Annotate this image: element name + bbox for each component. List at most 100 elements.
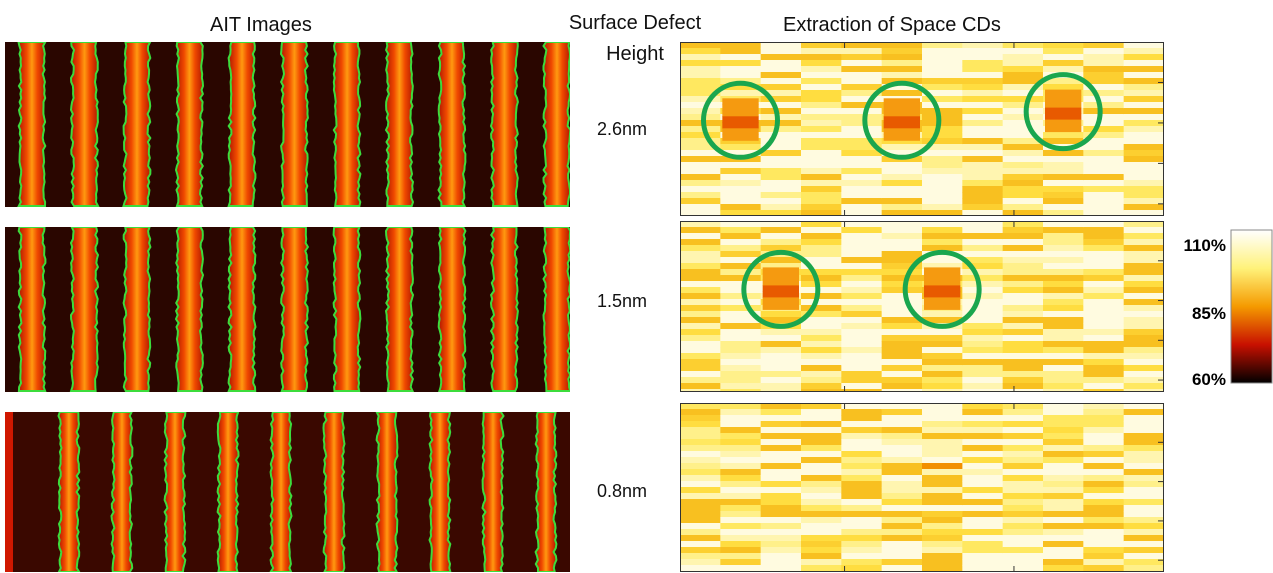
cell bbox=[1043, 451, 1084, 458]
stripe bbox=[59, 412, 80, 572]
cell bbox=[1043, 359, 1084, 366]
cell bbox=[1124, 359, 1164, 366]
cell bbox=[1124, 487, 1164, 494]
cell bbox=[720, 66, 761, 73]
cell bbox=[882, 341, 923, 348]
cell bbox=[962, 383, 1003, 390]
cell bbox=[801, 144, 842, 151]
cell bbox=[962, 96, 1003, 103]
cell bbox=[1003, 60, 1044, 67]
cell bbox=[1043, 409, 1084, 416]
cell bbox=[962, 138, 1003, 145]
cell bbox=[922, 329, 963, 336]
cell bbox=[1003, 559, 1044, 566]
cell bbox=[1124, 517, 1164, 524]
cell bbox=[761, 311, 802, 318]
cell bbox=[680, 347, 721, 354]
cell bbox=[882, 499, 923, 506]
cell bbox=[962, 415, 1003, 422]
stripe bbox=[71, 42, 98, 206]
cell bbox=[841, 48, 882, 55]
cell bbox=[1083, 341, 1124, 348]
spot bbox=[1045, 102, 1081, 109]
cell bbox=[680, 335, 721, 342]
cell bbox=[680, 168, 721, 175]
cell bbox=[841, 227, 882, 234]
cell bbox=[962, 269, 1003, 276]
cell bbox=[801, 114, 842, 121]
cell bbox=[1003, 180, 1044, 187]
cell bbox=[882, 174, 923, 181]
cell bbox=[1043, 156, 1084, 163]
cell bbox=[841, 287, 882, 294]
cell bbox=[1083, 227, 1124, 234]
cell bbox=[882, 383, 923, 390]
cell bbox=[1124, 535, 1164, 542]
height-label: 1.5nm bbox=[597, 291, 647, 312]
cell bbox=[680, 463, 721, 470]
cell bbox=[801, 493, 842, 500]
cell bbox=[801, 409, 842, 416]
cell bbox=[841, 245, 882, 252]
cell bbox=[801, 481, 842, 488]
cell bbox=[1003, 481, 1044, 488]
cell bbox=[1043, 347, 1084, 354]
cell bbox=[1124, 347, 1164, 354]
cell bbox=[801, 499, 842, 506]
cell bbox=[720, 541, 761, 548]
cell bbox=[841, 359, 882, 366]
cell bbox=[882, 457, 923, 464]
spot bbox=[722, 116, 758, 123]
cell bbox=[922, 541, 963, 548]
cell bbox=[841, 409, 882, 416]
cell bbox=[922, 186, 963, 193]
cell bbox=[801, 168, 842, 175]
cell bbox=[1124, 511, 1164, 518]
cell bbox=[962, 251, 1003, 258]
cell bbox=[680, 198, 721, 205]
cell bbox=[841, 353, 882, 360]
cell bbox=[841, 469, 882, 476]
cell bbox=[1043, 305, 1084, 312]
cell bbox=[1083, 415, 1124, 422]
cell bbox=[922, 499, 963, 506]
cell bbox=[841, 60, 882, 67]
cell bbox=[962, 227, 1003, 234]
cell bbox=[962, 517, 1003, 524]
cell bbox=[1043, 421, 1084, 428]
cell bbox=[922, 54, 963, 61]
cell bbox=[841, 233, 882, 240]
cell bbox=[720, 469, 761, 476]
cell bbox=[680, 341, 721, 348]
cell bbox=[922, 377, 963, 384]
cell bbox=[1124, 311, 1164, 318]
cell bbox=[680, 186, 721, 193]
cell bbox=[1124, 269, 1164, 276]
cell bbox=[841, 505, 882, 512]
cell bbox=[1043, 487, 1084, 494]
cell bbox=[841, 475, 882, 482]
cell bbox=[1003, 299, 1044, 306]
cell bbox=[841, 439, 882, 446]
cell bbox=[801, 383, 842, 390]
cell bbox=[1083, 433, 1124, 440]
cell bbox=[680, 174, 721, 181]
cell bbox=[1043, 493, 1084, 500]
cell bbox=[1124, 341, 1164, 348]
cell bbox=[761, 553, 802, 560]
cell bbox=[1124, 156, 1164, 163]
cell bbox=[1083, 553, 1124, 560]
cell bbox=[680, 559, 721, 566]
cell bbox=[922, 451, 963, 458]
cell bbox=[761, 48, 802, 55]
cell bbox=[680, 192, 721, 199]
cell bbox=[882, 227, 923, 234]
cell bbox=[1003, 174, 1044, 181]
cell bbox=[1003, 535, 1044, 542]
cell bbox=[1124, 293, 1164, 300]
cell bbox=[680, 353, 721, 360]
cell bbox=[922, 409, 963, 416]
stripe bbox=[430, 412, 451, 572]
cell bbox=[1124, 168, 1164, 175]
cell bbox=[1124, 227, 1164, 234]
